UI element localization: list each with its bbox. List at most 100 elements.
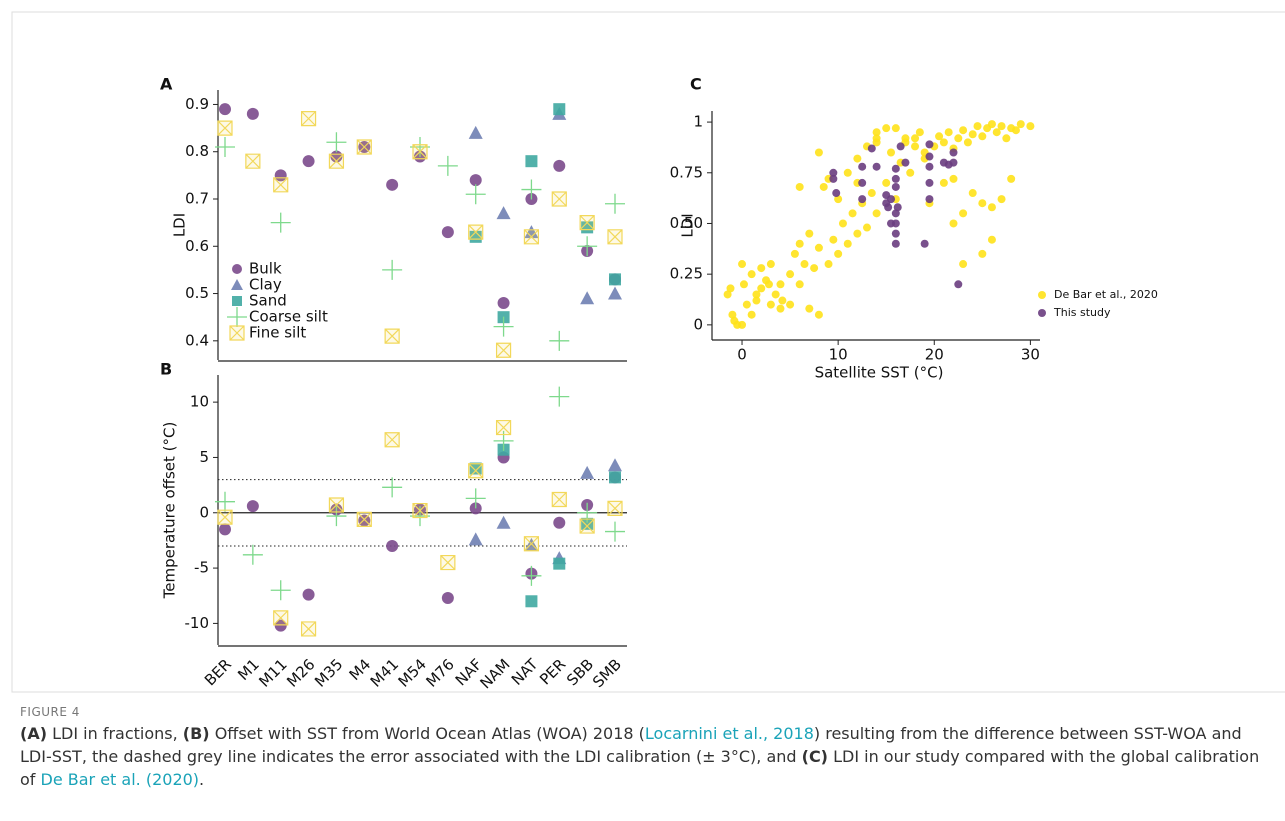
point [496,206,511,220]
x-tick-label: PER [536,655,569,688]
point [356,139,372,155]
point [496,515,511,529]
point [939,178,948,187]
panel-label: C [690,75,702,94]
point [891,124,900,133]
point [300,111,317,127]
point [469,174,482,187]
point [887,195,896,204]
point [440,554,456,571]
point [766,300,775,309]
caption-part: LDI in our study compared with the globa… [20,747,1260,789]
point [270,212,291,233]
y-tick-label: 0 [199,503,209,521]
point [1011,126,1020,135]
point [1016,120,1025,129]
y-tick-label: 5 [199,448,209,466]
point [382,259,403,280]
point [412,144,428,160]
point [987,203,996,212]
legend-marker [231,279,243,290]
legend-marker [232,264,242,274]
point [867,144,876,153]
point [925,152,934,161]
point [925,162,934,171]
point [814,243,823,252]
point [607,500,623,516]
caption-part[interactable]: De Bar et al. (2020) [40,770,200,789]
point [246,500,259,513]
y-tick-label: 0.9 [185,95,209,113]
legend-label: This study [1053,306,1111,319]
point [579,518,595,534]
point [795,280,804,289]
point [920,239,929,248]
point [829,168,838,177]
point [824,260,833,269]
caption-part[interactable]: Locarnini et al., 2018 [644,724,814,743]
x-tick-label: M54 [395,655,430,690]
legend-marker [227,307,247,327]
caption-part: Offset with SST from World Ocean Atlas (… [209,724,645,743]
point [891,209,900,218]
y-tick-label: -5 [194,559,209,577]
y-tick-label: 1 [693,113,703,131]
point [893,203,902,212]
point [778,296,787,305]
point [495,419,512,436]
point [795,182,804,191]
point [386,539,399,552]
legend-marker [1038,309,1046,317]
y-axis-label: LDI [679,213,697,237]
point [302,155,315,168]
point [915,128,924,137]
point [726,284,735,293]
point [766,260,775,269]
figure-label: FIGURE 4 [20,705,80,719]
x-axis-label: Satellite SST (°C) [815,364,944,382]
point [978,249,987,258]
point [896,142,905,151]
x-tick-label: M76 [422,655,457,690]
point [752,296,761,305]
legend-marker [1038,291,1046,299]
point [997,195,1006,204]
point [605,193,625,214]
point [973,122,982,131]
point [805,304,814,313]
y-tick-label: -10 [185,614,210,632]
y-tick-label: 0.6 [185,237,209,255]
x-tick-label: 30 [1021,346,1040,364]
point [358,514,371,527]
point [328,497,345,513]
point [326,506,347,527]
point [764,280,773,289]
x-tick-label: 0 [737,346,747,364]
x-tick-label: M26 [283,655,318,690]
point [465,184,486,205]
legend-marker [229,325,245,341]
point [605,521,625,542]
panel-label: A [160,75,173,94]
x-tick-label: NAT [508,655,542,689]
y-tick-label: 0.50 [670,214,703,232]
point [901,158,910,167]
point [843,239,852,248]
point [579,215,595,231]
point [925,195,934,204]
point [954,134,963,143]
x-tick-label: M41 [367,655,402,690]
point [997,122,1006,131]
point [497,297,510,309]
point [469,462,482,475]
point [949,219,958,228]
point [790,249,799,258]
point [523,229,540,245]
point [330,150,343,163]
point [465,488,486,509]
point [832,189,841,198]
point [906,168,915,177]
point [217,509,233,525]
point [608,458,622,472]
point [1026,122,1035,131]
